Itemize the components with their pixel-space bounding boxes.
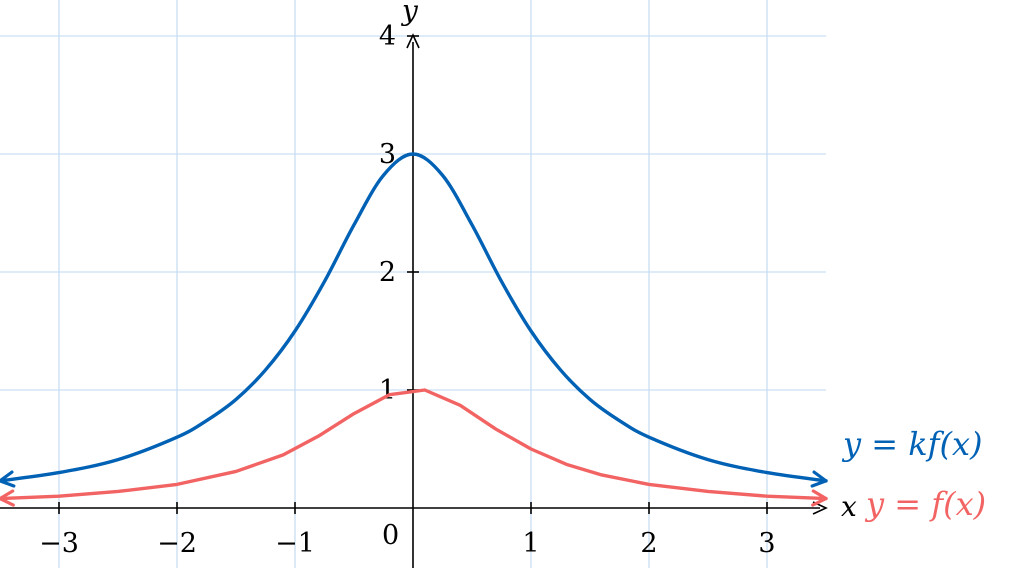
legend-kf: y = kf(x) xyxy=(841,425,982,463)
curve-kf xyxy=(0,152,828,483)
curve-arrowhead-left xyxy=(0,489,15,507)
x-tick-label: −2 xyxy=(157,528,197,559)
y-tick-label: 4 xyxy=(379,21,396,52)
curve-arrowhead-left xyxy=(0,470,16,488)
axes xyxy=(0,33,828,568)
x-tick-label: 2 xyxy=(640,528,657,559)
y-axis-arrowhead xyxy=(406,33,420,49)
y-axis-label: y xyxy=(400,0,419,27)
x-tick-label: 1 xyxy=(522,528,539,559)
x-tick-label: −3 xyxy=(39,528,79,559)
legend-f: y = f(x) xyxy=(864,485,986,523)
curve-arrowhead-right xyxy=(810,470,828,488)
x-tick-label: 3 xyxy=(758,528,775,559)
y-tick-label: 1 xyxy=(379,375,396,406)
y-tick-label: 3 xyxy=(379,139,396,170)
curves xyxy=(0,152,828,507)
y-tick-label: 2 xyxy=(379,257,396,288)
ticks: −3 −2 −1 1 2 3 1 2 3 4 xyxy=(39,21,776,559)
curve-arrowhead-right xyxy=(811,489,828,507)
curve-f xyxy=(0,388,828,501)
x-axis-label: x xyxy=(841,490,857,523)
x-tick-label: −1 xyxy=(275,528,315,559)
origin-label: 0 xyxy=(382,520,399,551)
